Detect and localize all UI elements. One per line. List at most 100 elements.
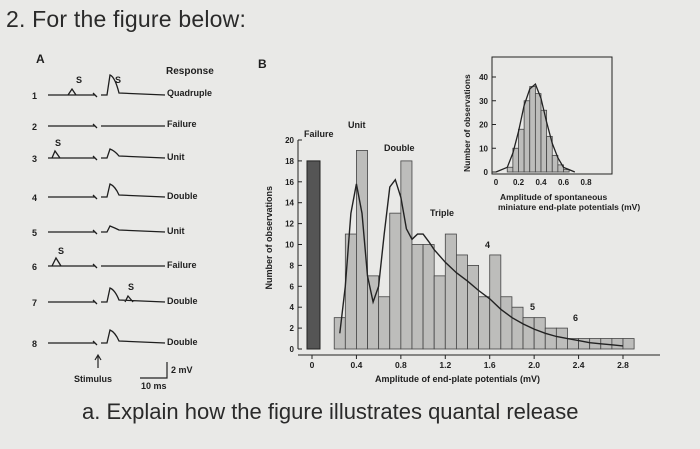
trace-number: 4 — [32, 193, 37, 203]
histogram-bar — [578, 338, 591, 350]
y-tick-label: 4 — [290, 303, 295, 312]
trace-number: 7 — [32, 298, 37, 308]
histogram-bar — [444, 233, 457, 350]
inset-bar — [534, 93, 542, 173]
y-tick-label: 20 — [285, 136, 294, 145]
inset-x-tick-label: 0 — [494, 178, 499, 187]
y-tick-label: 16 — [285, 178, 294, 187]
inset-frame — [491, 56, 613, 175]
y-tick-label: 18 — [285, 157, 294, 166]
histogram-bar — [611, 338, 624, 350]
histogram-bar — [411, 244, 424, 350]
histogram-bar — [489, 254, 502, 350]
trace-label: Double — [167, 191, 198, 201]
histogram-bar — [500, 296, 513, 350]
question-part-a: a. Explain how the figure illustrates qu… — [82, 399, 579, 424]
histogram-bar — [433, 275, 446, 350]
x-tick-label: 2.0 — [528, 360, 540, 370]
inset-x-tick-label: 0.2 — [513, 178, 525, 187]
inset-y-tick-label: 20 — [479, 121, 488, 130]
y-tick-label: 6 — [290, 282, 295, 291]
histogram-bar — [422, 244, 435, 350]
histogram-bar — [478, 296, 491, 350]
x-tick-label: 1.2 — [439, 360, 451, 370]
peak-label-double: Double — [384, 143, 415, 153]
inset-y-tick-label: 10 — [479, 144, 488, 153]
histogram-bar — [344, 233, 357, 350]
inset-histogram: 0 10 20 30 40 0 0.2 0.4 0.6 0.8 Number of observat… — [462, 56, 640, 212]
x-tick-label: 0 — [310, 360, 315, 370]
question-title: 2. For the figure below: — [6, 6, 247, 32]
trace-label: Unit — [167, 226, 185, 236]
s-mark: S — [58, 246, 64, 256]
trace-label: Failure — [167, 260, 197, 270]
inset-bar — [563, 169, 570, 173]
y-tick-label: 2 — [290, 324, 295, 333]
inset-x-tick-label: 0.8 — [580, 178, 592, 187]
inset-x-tick-label: 0.4 — [535, 178, 547, 187]
trace-number: 8 — [32, 339, 37, 349]
x-tick-label: 1.6 — [484, 360, 496, 370]
histogram-bar — [333, 317, 346, 350]
y-tick-label: 0 — [290, 345, 295, 354]
trace-number: 2 — [32, 122, 37, 132]
trace-label: Failure — [167, 119, 197, 129]
s-mark: S — [128, 282, 134, 292]
inset-bar — [557, 164, 564, 173]
fit-curve — [339, 178, 624, 347]
inset-y-tick-label: 0 — [484, 168, 489, 177]
trace-number: 3 — [32, 154, 37, 164]
histogram-bar — [400, 160, 413, 350]
stimulus-arrow — [94, 353, 102, 368]
trace-line — [48, 123, 165, 129]
y-tick-label: 10 — [285, 241, 294, 250]
scale-bar-time: 10 ms — [141, 381, 167, 391]
histogram-bar — [622, 338, 635, 350]
peak-label-5: 5 — [530, 302, 535, 312]
panel-b-letter: B — [258, 57, 267, 71]
peak-label-4: 4 — [485, 240, 490, 250]
trace-number: 5 — [32, 228, 37, 238]
panel-a-header: Response — [166, 66, 214, 77]
inset-bar — [523, 100, 531, 173]
y-tick-label: 8 — [290, 261, 295, 270]
trace-number: 6 — [32, 262, 37, 272]
x-tick-label: 2.4 — [573, 360, 585, 370]
trace-line — [48, 256, 165, 269]
inset-y-tick-label: 30 — [479, 97, 488, 106]
x-axis-label: Amplitude of end-plate potentials (mV) — [375, 374, 540, 384]
inset-bar — [518, 128, 525, 173]
histogram-bar — [511, 306, 524, 350]
inset-bar — [551, 154, 559, 173]
failure-bar — [306, 160, 321, 350]
trace-line — [48, 183, 166, 200]
trace-label: Double — [167, 296, 198, 306]
panel-a-traces: 1 Quadruple S S 2 Failure 3 Unit S 4 Double 5 Unit 6 F… — [32, 74, 212, 349]
y-tick-label: 14 — [285, 199, 294, 208]
inset-bar — [506, 166, 514, 173]
histogram-bar — [455, 254, 468, 350]
s-mark: S — [76, 75, 82, 85]
y-axis-label: Number of observations — [264, 186, 274, 290]
trace-line — [48, 148, 166, 161]
peak-label-failure: Failure — [304, 129, 334, 139]
inset-x-tick-label: 0.6 — [558, 178, 570, 187]
trace-label: Quadruple — [167, 88, 212, 98]
main-histogram: 0 2 4 6 8 10 12 14 16 18 20 0 0.4 0.8 1.2 1.6 2.0 2.4 2.8 N… — [264, 120, 660, 384]
inset-y-axis-label: Number of observations — [462, 74, 472, 172]
peak-label-6: 6 — [573, 313, 578, 323]
trace-label: Double — [167, 337, 198, 347]
y-tick-label: 12 — [285, 220, 294, 229]
inset-x-axis-label-2: miniature end-plate potentials (mV) — [498, 202, 640, 212]
panel-a-letter: A — [36, 52, 45, 66]
s-mark: S — [115, 75, 121, 85]
x-tick-label: 2.8 — [617, 360, 629, 370]
histogram-bar — [356, 150, 368, 350]
histogram-bar — [389, 212, 402, 350]
histogram-bar — [522, 317, 535, 350]
trace-line — [48, 329, 166, 346]
trace-label: Unit — [167, 152, 185, 162]
trace-number: 1 — [32, 91, 37, 101]
scale-bar-voltage: 2 mV — [171, 365, 193, 375]
